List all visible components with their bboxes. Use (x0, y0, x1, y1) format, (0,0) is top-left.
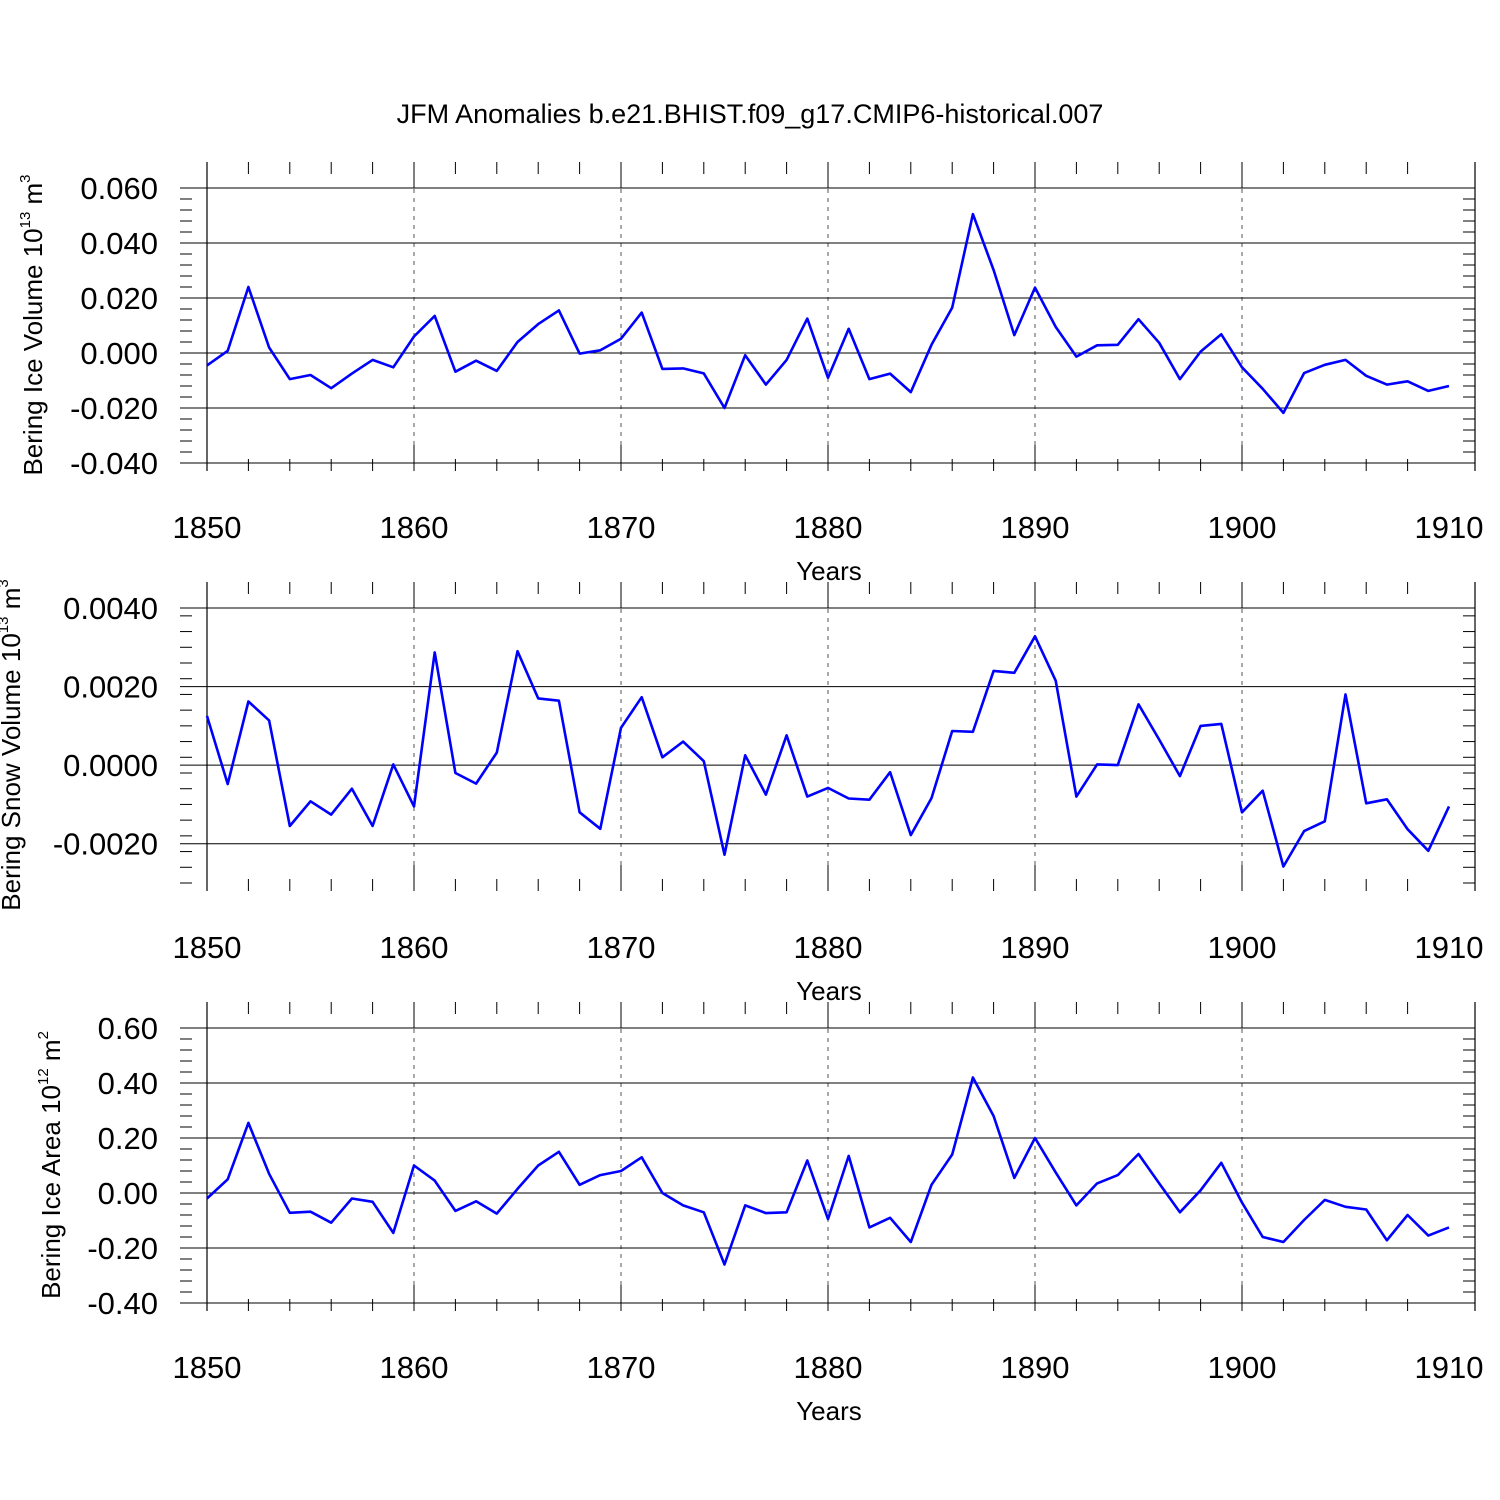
y-tick-label: 0.000 (80, 336, 158, 371)
x-tick-label: 1900 (1208, 930, 1277, 965)
y-tick-label: -0.0020 (53, 827, 158, 862)
x-tick-label: 1860 (380, 1350, 449, 1385)
x-tick-label: 1850 (173, 930, 242, 965)
y-tick-label: -0.40 (87, 1286, 158, 1321)
y-axis-label: Bering Ice Volume 1013 m3 (17, 174, 48, 475)
y-tick-label: 0.00 (98, 1176, 158, 1211)
x-tick-label: 1860 (380, 510, 449, 545)
series-line (205, 634, 1451, 868)
x-axis-label: Years (796, 976, 862, 1006)
x-tick-label: 1890 (1001, 510, 1070, 545)
x-tick-label: 1870 (587, 1350, 656, 1385)
y-tick-label: -0.040 (70, 446, 158, 481)
y-tick-label: 0.0020 (63, 670, 158, 705)
x-tick-label: 1850 (173, 510, 242, 545)
x-axis-label: Years (796, 1396, 862, 1426)
x-tick-label: 1850 (173, 1350, 242, 1385)
x-tick-label: 1870 (587, 930, 656, 965)
y-tick-label: 0.0040 (63, 591, 158, 626)
y-tick-label: 0.040 (80, 226, 158, 261)
x-tick-label: 1900 (1208, 510, 1277, 545)
chart-title: JFM Anomalies b.e21.BHIST.f09_g17.CMIP6-… (397, 99, 1104, 129)
y-tick-label: 0.020 (80, 281, 158, 316)
y-tick-label: -0.020 (70, 391, 158, 426)
x-tick-label: 1880 (794, 930, 863, 965)
y-tick-label: 0.60 (98, 1011, 158, 1046)
x-tick-label: 1860 (380, 930, 449, 965)
series-line (206, 212, 1450, 415)
y-tick-label: 0.20 (98, 1121, 158, 1156)
x-axis-label: Years (796, 556, 862, 586)
y-axis-label: Bering Ice Area 1012 m2 (35, 1031, 66, 1299)
panel-ice-area: Bering Ice Area 1012 m2 Years -0.40 -0.20… (35, 1002, 1483, 1426)
x-tick-label: 1890 (1001, 1350, 1070, 1385)
y-tick-label: 0.060 (80, 171, 158, 206)
x-tick-label: 1880 (794, 510, 863, 545)
x-tick-label: 1910 (1415, 510, 1484, 545)
y-tick-label: -0.20 (87, 1231, 158, 1266)
x-tick-label: 1890 (1001, 930, 1070, 965)
y-axis-label: Bering Snow Volume 1013 m3 (0, 579, 26, 910)
x-tick-label: 1900 (1208, 1350, 1277, 1385)
y-tick-label: 0.40 (98, 1066, 158, 1101)
x-tick-label: 1910 (1415, 930, 1484, 965)
x-tick-label: 1910 (1415, 1350, 1484, 1385)
y-tick-label: 0.0000 (63, 748, 158, 783)
panel-ice-volume: Bering Ice Volume 1013 m3 Years -0.040 -0… (17, 162, 1483, 586)
x-tick-label: 1880 (794, 1350, 863, 1385)
series-line (206, 1076, 1450, 1266)
panel-snow-volume: Bering Snow Volume 1013 m3 Years -0.0020… (0, 579, 1483, 1006)
x-tick-label: 1870 (587, 510, 656, 545)
